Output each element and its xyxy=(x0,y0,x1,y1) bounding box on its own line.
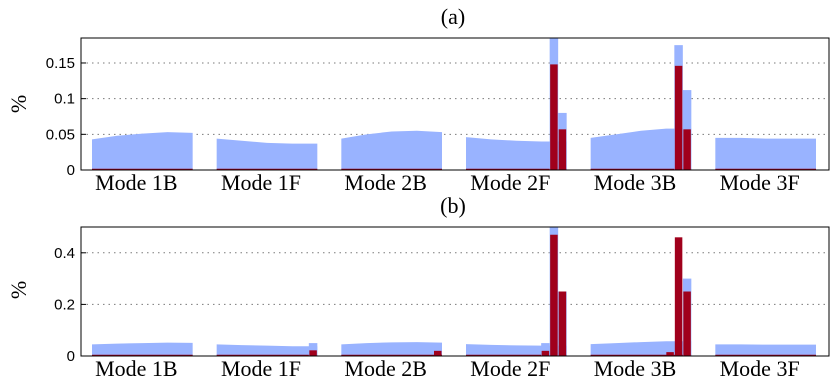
panel-a-title: (a) xyxy=(441,4,465,29)
panel-b-yticks: 0 0.2 0.4 xyxy=(54,245,86,365)
panel-b-xticks: Mode 1B Mode 1F Mode 2B Mode 2F Mode 3B Mode … xyxy=(95,356,800,377)
red-bar xyxy=(434,350,442,356)
panel-a-xticks: Mode 1B Mode 1F Mode 2B Mode 2F Mode 3B Mode … xyxy=(95,170,800,195)
ytick-label: 0.15 xyxy=(46,55,75,72)
panel-b-gridlines xyxy=(81,252,829,305)
area-mode-2b xyxy=(341,342,442,356)
panel-b-blue-spikes xyxy=(308,227,692,356)
xtick-label: Mode 1F xyxy=(221,356,301,377)
ytick-label: 0 xyxy=(67,162,75,179)
panel-b-title: (b) xyxy=(440,193,466,218)
red-bar xyxy=(550,234,558,356)
panel-a-axes-box xyxy=(80,37,830,171)
area-mode-3f xyxy=(715,137,816,170)
ytick-label: 0.1 xyxy=(54,91,75,108)
red-bar xyxy=(558,129,567,170)
panel-a-red-bars xyxy=(550,64,691,170)
red-bar xyxy=(666,352,674,356)
panel-b-axes-box xyxy=(80,226,830,357)
ytick-label: 0.05 xyxy=(46,126,75,143)
red-bar xyxy=(309,350,317,356)
xtick-label: Mode 1B xyxy=(95,356,178,377)
panel-a-ylabel: % xyxy=(6,95,31,113)
ytick-label: 0.4 xyxy=(54,245,75,262)
blue-spike-bar xyxy=(541,343,550,356)
panel-b: (b) % 00.20.4 Mode 1B Mode 1F Mode 2B Mode … xyxy=(6,193,830,377)
red-bar xyxy=(683,291,691,356)
xtick-label: Mode 3F xyxy=(720,356,800,377)
red-bar xyxy=(558,291,567,356)
ytick-label: 0.2 xyxy=(54,296,75,313)
area-mode-1b xyxy=(92,132,193,170)
area-mode-3b xyxy=(590,341,692,356)
panel-a: (a) % 0 0.05 0.1 0.15 Mode 1B Mode 1F Mode 2B… xyxy=(6,4,830,195)
area-mode-1b xyxy=(92,342,193,356)
blue-spike-bar xyxy=(308,343,318,356)
xtick-label: Mode 2B xyxy=(344,170,427,195)
red-bar xyxy=(683,129,691,170)
area-mode-2b xyxy=(341,130,442,170)
area-mode-3b xyxy=(590,128,692,170)
area-mode-3f xyxy=(715,344,816,356)
panel-b-area-series xyxy=(92,341,816,357)
xtick-label: Mode 3B xyxy=(594,356,677,377)
xtick-label: Mode 1F xyxy=(221,170,301,195)
xtick-label: Mode 2F xyxy=(470,170,550,195)
panel-a-yticks: 0 0.05 0.1 0.15 xyxy=(46,55,86,179)
area-mode-1f xyxy=(216,344,318,356)
area-mode-1f xyxy=(216,138,318,170)
xtick-label: Mode 3B xyxy=(594,170,677,195)
xtick-label: Mode 3F xyxy=(720,170,800,195)
red-bar xyxy=(550,64,558,170)
panel-a-gridlines xyxy=(81,62,829,135)
red-bar xyxy=(674,237,683,356)
red-bar xyxy=(674,65,683,170)
area-mode-2f xyxy=(466,137,567,170)
panel-b-ylabel: % xyxy=(6,281,31,299)
panel-a-area-series xyxy=(92,128,816,171)
ytick-label: 0 xyxy=(67,348,75,365)
xtick-label: Mode 2B xyxy=(344,356,427,377)
xtick-label: Mode 1B xyxy=(95,170,178,195)
panel-b-red-bars xyxy=(309,234,691,356)
xtick-label: Mode 2F xyxy=(470,356,550,377)
red-bar xyxy=(541,350,550,356)
